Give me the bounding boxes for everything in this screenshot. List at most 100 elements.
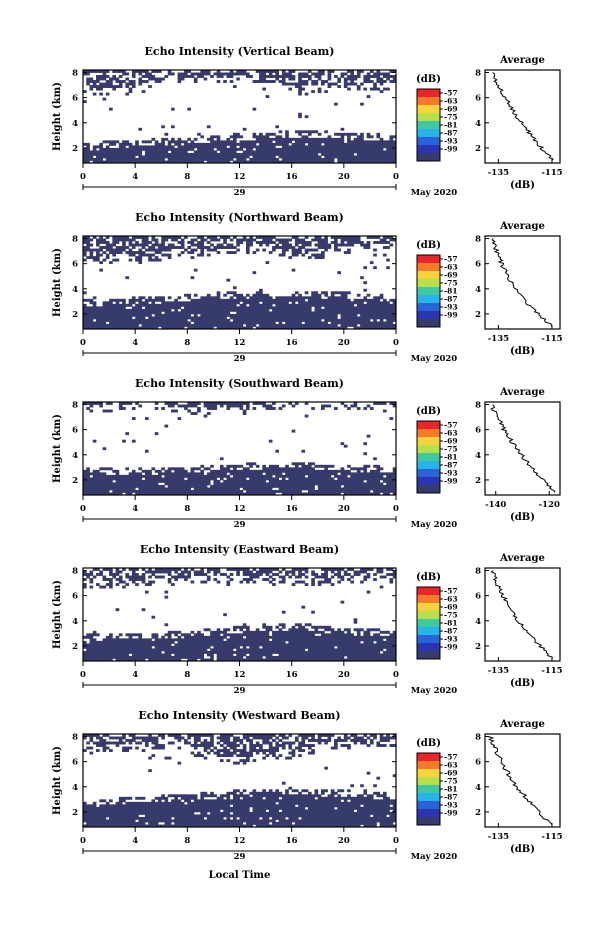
echo-cell [262, 236, 266, 239]
echo-cell [83, 492, 87, 496]
echo-cell [219, 648, 224, 652]
echo-cell [373, 318, 377, 322]
echo-cell [200, 316, 205, 320]
echo-cell [138, 484, 143, 488]
echo-cell [226, 321, 231, 325]
echo-cell [382, 489, 387, 493]
echo-cell [118, 580, 123, 584]
echo-cell [148, 246, 152, 249]
echo-cell [184, 306, 188, 310]
echo-cell [288, 492, 293, 496]
echo-cell [167, 474, 172, 478]
echo-cell [353, 477, 358, 481]
echo-cell [288, 157, 293, 161]
echo-cell [157, 321, 162, 325]
echo-cell [144, 326, 149, 330]
echo-cell [239, 404, 244, 408]
echo-cell [281, 243, 286, 247]
echo-cell [118, 402, 123, 405]
echo-cell [366, 160, 371, 164]
echo-cell [164, 301, 169, 305]
echo-cell [229, 638, 234, 642]
echo-cell [203, 467, 208, 471]
echo-cell [285, 469, 289, 473]
echo-cell [376, 326, 381, 330]
echo-cell [213, 578, 218, 581]
echo-cell [298, 469, 302, 473]
echo-cell [232, 150, 237, 154]
echo-cell [369, 469, 374, 473]
echo-cell [281, 404, 286, 408]
echo-cell [135, 640, 139, 644]
echo-cell [347, 157, 351, 161]
echo-cell [180, 150, 185, 154]
echo-cell [226, 464, 231, 468]
echo-cell [203, 492, 208, 496]
echo-cell [294, 253, 299, 257]
echo-cell [223, 318, 227, 322]
echo-cell [379, 72, 384, 76]
echo-cell [167, 653, 172, 657]
echo-cell [144, 477, 149, 481]
echo-cell [193, 155, 198, 159]
echo-cell [255, 145, 260, 149]
echo-cell [197, 150, 201, 154]
echo-cell [291, 313, 296, 317]
echo-cell [112, 253, 116, 257]
echo-cell [122, 658, 126, 662]
echo-cell [350, 474, 355, 478]
echo-cell [219, 301, 224, 305]
echo-cell [379, 467, 384, 471]
echo-cell [151, 580, 156, 584]
echo-cell [386, 77, 390, 81]
echo-cell [301, 243, 306, 247]
echo-cell [118, 152, 123, 156]
echo-cell [131, 407, 136, 410]
echo-cell [392, 404, 397, 408]
echo-cell [210, 248, 214, 252]
echo-cell [167, 467, 172, 471]
echo-cell [105, 655, 110, 659]
echo-cell [216, 479, 221, 483]
echo-cell [363, 298, 368, 302]
echo-cell [343, 472, 348, 476]
echo-cell [180, 72, 185, 76]
echo-cell [200, 311, 205, 315]
echo-cell [265, 155, 270, 159]
echo-cell [249, 643, 253, 647]
echo-cell [389, 487, 394, 491]
x-tick-label: 4 [132, 172, 138, 182]
echo-cell [138, 474, 143, 478]
echo-cell [151, 655, 156, 659]
echo-cell [223, 145, 227, 149]
echo-cell [219, 492, 224, 496]
echo-cell [135, 655, 139, 659]
echo-cell [203, 479, 208, 483]
echo-cell [252, 648, 257, 652]
echo-cell [219, 303, 224, 307]
echo-cell [161, 467, 165, 471]
echo-cell [102, 321, 107, 325]
echo-cell [177, 75, 182, 78]
echo-cell [259, 72, 263, 76]
echo-cell [154, 238, 159, 242]
echo-cell [301, 479, 306, 483]
echo-cell [356, 147, 361, 151]
echo-cell [317, 147, 322, 151]
echo-cell [259, 157, 263, 161]
echo-cell [200, 157, 205, 161]
echo-cell [249, 306, 253, 310]
echo-cell [366, 298, 371, 302]
echo-cell [239, 648, 244, 652]
echo-cell [373, 87, 377, 91]
echo-cell [229, 321, 234, 325]
colorbar-segment [417, 105, 440, 114]
echo-cell [177, 492, 182, 496]
echo-cell [229, 492, 234, 496]
echo-cell [337, 308, 341, 312]
echo-cell [154, 313, 159, 317]
echo-cell [343, 313, 348, 317]
echo-cell [184, 150, 188, 154]
echo-cell [353, 238, 358, 242]
echo-cell [184, 489, 188, 493]
